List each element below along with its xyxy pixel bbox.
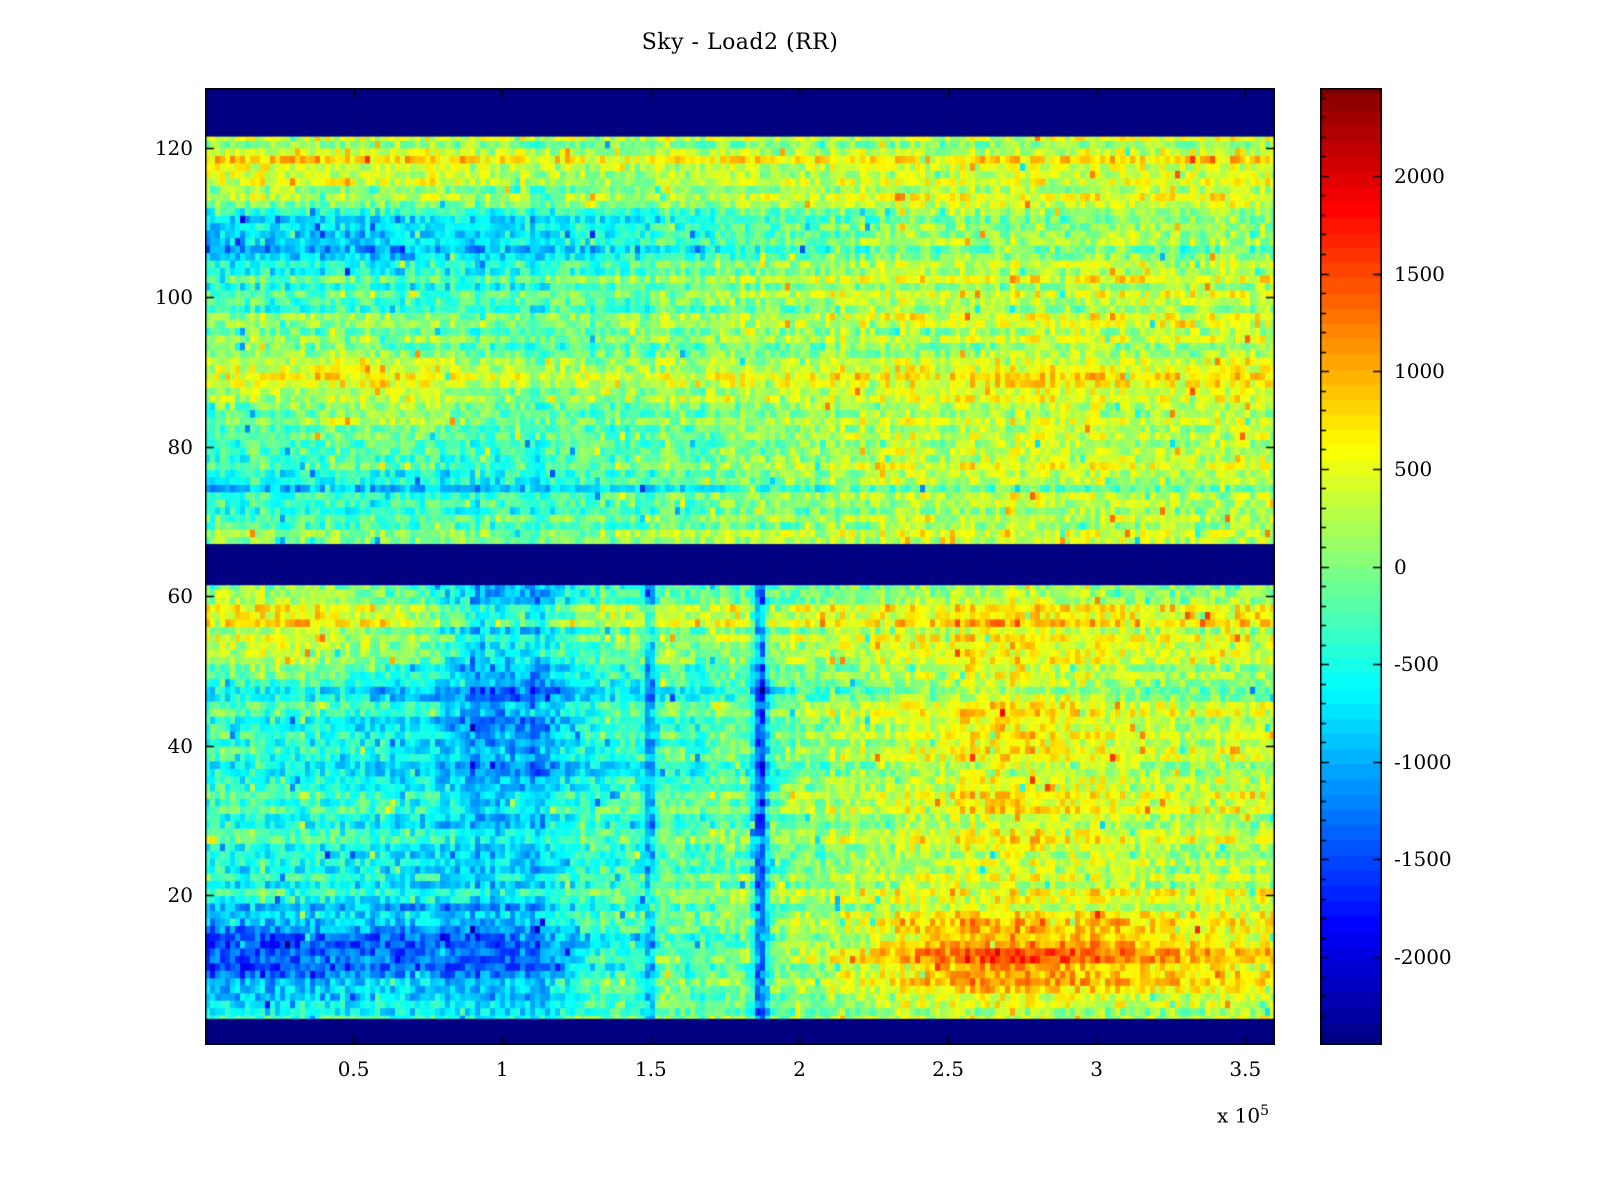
- colorbar-tick-label: 1000: [1394, 359, 1445, 384]
- x-multiplier-exponent: 5: [1260, 1103, 1270, 1119]
- x-tick-label: 1.5: [634, 1057, 667, 1081]
- axes-overlay-canvas: [205, 88, 1275, 1045]
- y-tick-label: 100: [154, 285, 193, 310]
- y-tick-label: 120: [154, 135, 193, 160]
- x-tick-label: 3.5: [1229, 1057, 1262, 1081]
- x-tick-label: 1: [495, 1057, 509, 1081]
- colorbar-tick-label: 2000: [1394, 163, 1445, 188]
- y-tick-label: 60: [167, 584, 193, 609]
- colorbar-tick-label: 1500: [1394, 261, 1445, 286]
- x-axis-multiplier-label: x 105: [1217, 1103, 1269, 1128]
- colorbar-tick-label: -500: [1394, 652, 1439, 677]
- colorbar-tick-label: -1000: [1394, 749, 1452, 774]
- x-multiplier-prefix: x 10: [1217, 1103, 1261, 1128]
- colorbar-tick-label: 500: [1394, 456, 1433, 481]
- x-tick-label: 2: [793, 1057, 806, 1081]
- y-tick-label: 80: [167, 434, 193, 459]
- colorbar-tick-label: -1500: [1394, 847, 1452, 872]
- colorbar-tick-label: -2000: [1394, 945, 1452, 970]
- y-tick-label: 40: [167, 733, 193, 758]
- colorbar-canvas: [1320, 88, 1382, 1045]
- y-tick-label: 20: [167, 883, 193, 908]
- colorbar-tick-label: 0: [1394, 554, 1407, 579]
- x-tick-label: 0.5: [337, 1057, 370, 1081]
- chart-title: Sky - Load2 (RR): [641, 30, 839, 55]
- x-tick-label: 3: [1090, 1057, 1104, 1081]
- x-tick-label: 2.5: [932, 1057, 964, 1081]
